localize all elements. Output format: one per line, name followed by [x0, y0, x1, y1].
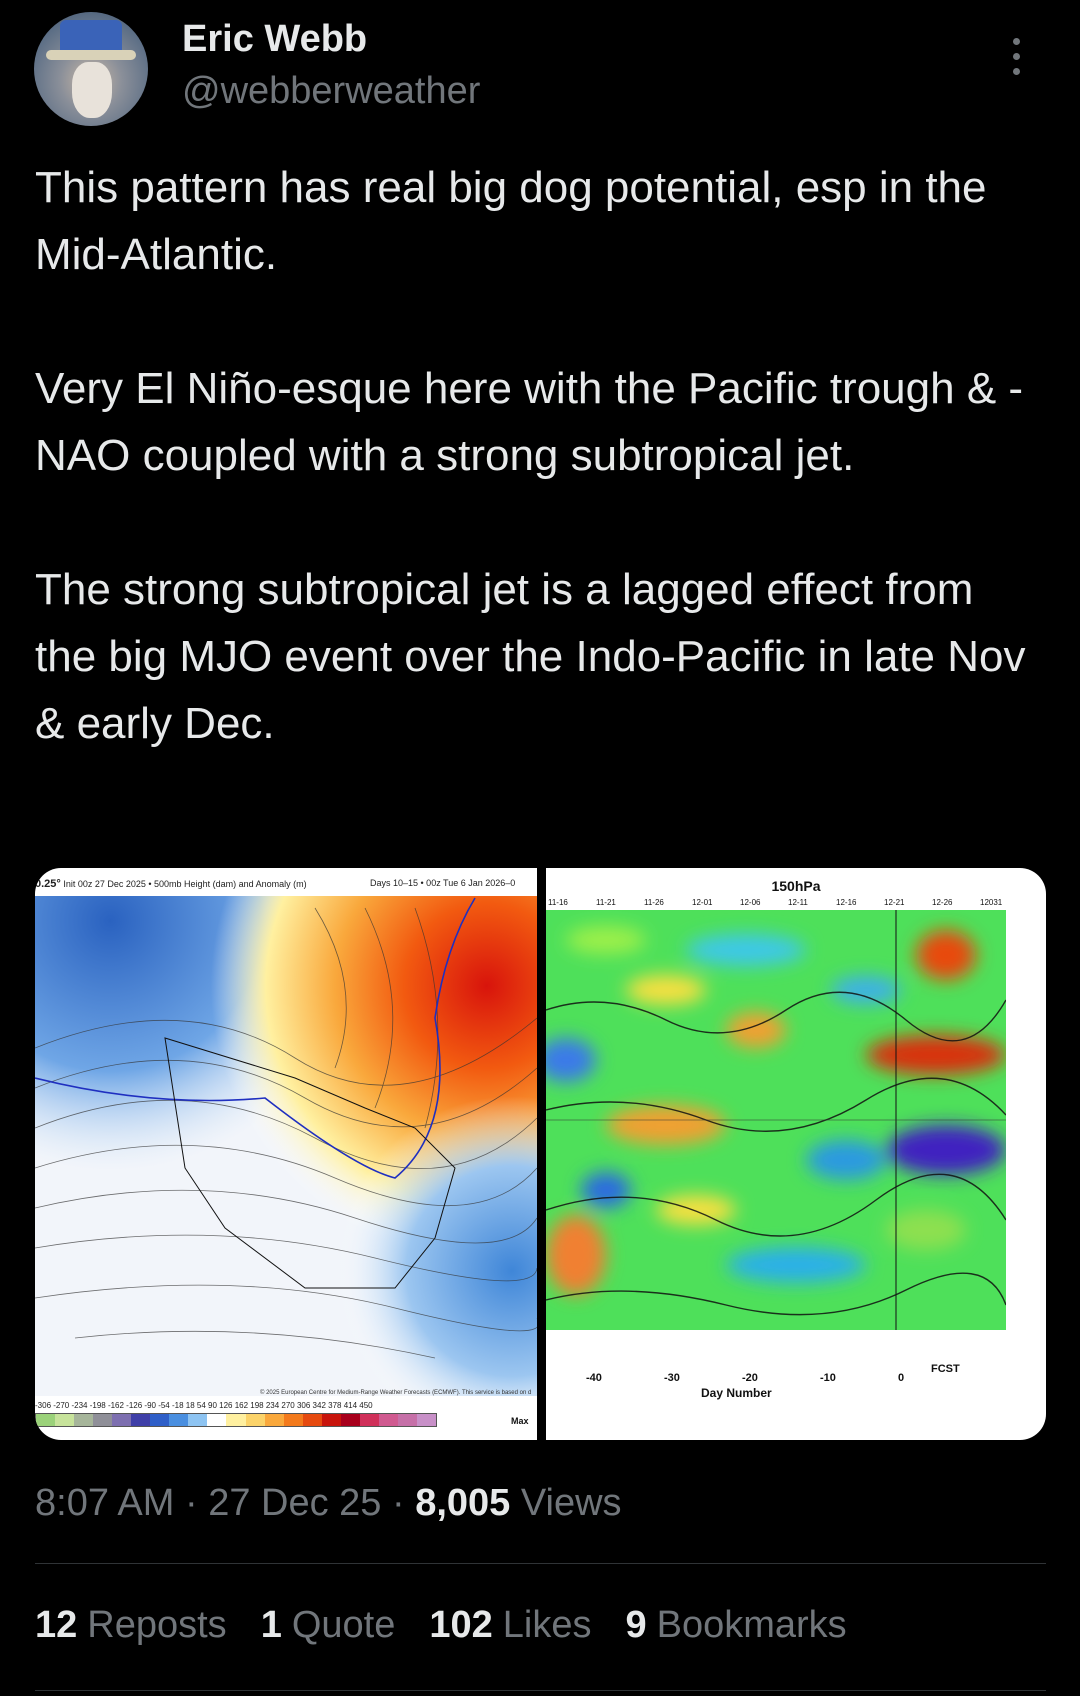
avatar-hat [60, 20, 122, 54]
stat-reposts[interactable]: 12 Reposts [35, 1604, 227, 1646]
colorbar-ticks: -306 -270 -234 -198 -162 -126 -90 -54 -1… [35, 1401, 373, 1410]
map-title: Init 00z 27 Dec 2025 • 500mb Height (dam… [63, 879, 307, 889]
colorbar-swatch [416, 1414, 436, 1426]
colorbar-swatch [340, 1414, 360, 1426]
colorbar-swatch [93, 1414, 113, 1426]
colorbar-swatch [359, 1414, 379, 1426]
max-label: Max [511, 1416, 529, 1426]
tweet-date[interactable]: 27 Dec 25 [208, 1482, 382, 1524]
views-label: Views [520, 1482, 622, 1524]
date-tick: 12-11 [788, 898, 808, 907]
date-tick: 12-21 [884, 898, 905, 907]
divider [35, 1563, 1046, 1564]
colorbar-swatch [74, 1414, 94, 1426]
map-copyright: © 2025 European Centre for Medium-Range … [260, 1390, 532, 1396]
height-anomaly-map [35, 896, 537, 1396]
colorbar-swatch [321, 1414, 341, 1426]
author-name[interactable]: Eric Webb [182, 18, 368, 60]
avatar-face [72, 62, 112, 118]
map-resolution: 0.25° [35, 878, 61, 890]
tweet-time[interactable]: 8:07 AM [35, 1482, 175, 1524]
colorbar-swatch [207, 1414, 227, 1426]
colorbar-swatch [169, 1414, 189, 1426]
date-tick: 11-21 [596, 898, 616, 907]
stat-bookmarks[interactable]: 9 Bookmarks [625, 1604, 847, 1646]
hovmoller-plot [546, 910, 1006, 1330]
date-tick: 11-16 [548, 898, 568, 907]
date-tick: 12-06 [740, 898, 761, 907]
date-tick: 12-26 [932, 898, 953, 907]
colorbar-swatch [226, 1414, 246, 1426]
stat-likes[interactable]: 102 Likes [429, 1604, 592, 1646]
x-tick: 0 [898, 1372, 905, 1384]
more-vertical-icon[interactable] [1010, 38, 1022, 78]
tweet-meta: 8:07 AM · 27 Dec 25 · 8,005 Views [35, 1482, 622, 1525]
tweet-text: This pattern has real big dog potential,… [35, 163, 1026, 748]
x-tick: -40 [586, 1372, 602, 1384]
media-grid: 0.25° Init 00z 27 Dec 2025 • 500mb Heigh… [35, 868, 1046, 1440]
x-tick: -10 [820, 1372, 836, 1384]
map-header: 0.25° Init 00z 27 Dec 2025 • 500mb Heigh… [35, 878, 537, 890]
separator: · [174, 1482, 209, 1524]
colorbar-swatch [36, 1414, 56, 1426]
separator: · [381, 1482, 416, 1524]
stat-quotes[interactable]: 1 Quote [260, 1604, 396, 1646]
colorbar-swatch [302, 1414, 322, 1426]
colorbar-swatch [283, 1414, 303, 1426]
date-tick: 11-26 [644, 898, 664, 907]
x-axis-label: Day Number [701, 1386, 772, 1400]
divider [35, 1690, 1046, 1691]
colorbar-swatch [188, 1414, 208, 1426]
colorbar-swatch [55, 1414, 75, 1426]
engagement-stats: 12 Reposts 1 Quote 102 Likes 9 Bookmarks [35, 1604, 847, 1647]
colorbar-swatch [150, 1414, 170, 1426]
x-tick: -20 [742, 1372, 758, 1384]
avatar[interactable] [34, 12, 148, 126]
avatar-hat-brim [46, 50, 136, 60]
date-tick: 12-01 [692, 898, 713, 907]
colorbar-swatch [112, 1414, 132, 1426]
media-image-ecmwf-map[interactable]: 0.25° Init 00z 27 Dec 2025 • 500mb Heigh… [35, 868, 537, 1440]
date-tick: 12031 [980, 898, 1003, 907]
plot-title: 150hPa [771, 878, 821, 894]
colorbar [35, 1413, 437, 1427]
colorbar-swatch [397, 1414, 417, 1426]
views-count: 8,005 [415, 1482, 511, 1524]
media-image-hovmoller[interactable]: 150hPa 11-16 11-21 11-26 12-01 12-06 12-11 12-… [546, 868, 1046, 1440]
colorbar-swatch [245, 1414, 265, 1426]
x-tick: -30 [664, 1372, 680, 1384]
colorbar-swatch [378, 1414, 398, 1426]
map-valid-time: Days 10–15 • 00z Tue 6 Jan 2026–0 [370, 878, 516, 888]
colorbar-swatch [264, 1414, 284, 1426]
colorbar-swatch [131, 1414, 151, 1426]
date-tick: 12-16 [836, 898, 857, 907]
author-handle[interactable]: @webberweather [182, 70, 481, 112]
fcst-label: FCST [931, 1363, 960, 1375]
